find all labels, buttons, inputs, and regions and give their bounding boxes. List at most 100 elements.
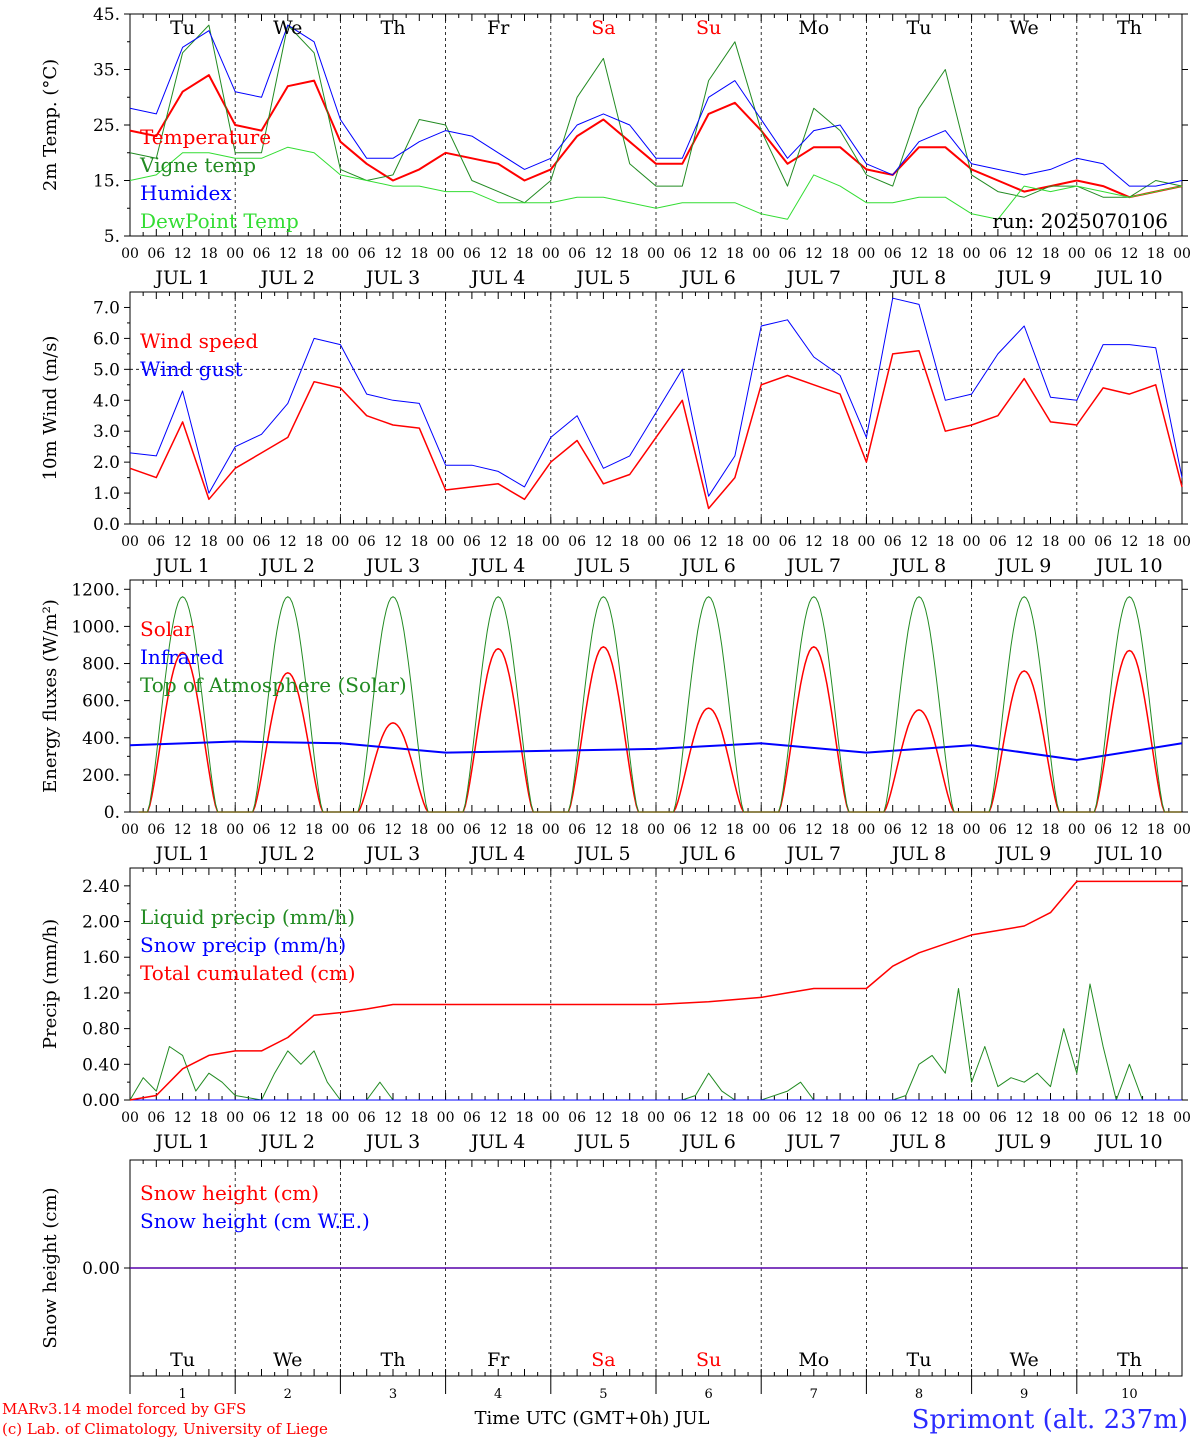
- hour-tick-label: 00: [331, 246, 349, 262]
- hour-tick-label: 18: [831, 534, 849, 550]
- hour-tick-label: 12: [1015, 246, 1033, 262]
- hour-tick-label: 12: [700, 1110, 718, 1126]
- hour-tick-label: 12: [805, 822, 823, 838]
- day-abbr-label: Tu: [170, 17, 195, 39]
- hour-tick-label: 12: [489, 822, 507, 838]
- date-label: JUL 4: [469, 267, 525, 289]
- hour-tick-label: 18: [516, 1110, 534, 1126]
- hour-tick-label: 06: [884, 822, 902, 838]
- date-label: JUL 9: [995, 843, 1051, 865]
- date-label: JUL 10: [1094, 1131, 1162, 1153]
- y-tick-label: 0.40: [82, 1055, 120, 1075]
- day-number-label: 2: [284, 1387, 292, 1402]
- hour-tick-label: 12: [594, 246, 612, 262]
- day-number-label: 8: [915, 1387, 923, 1402]
- date-label: JUL 5: [574, 843, 630, 865]
- hour-tick-label: 18: [831, 246, 849, 262]
- hour-tick-label: 06: [779, 246, 797, 262]
- hour-tick-label: 18: [200, 534, 218, 550]
- hour-tick-label: 06: [1094, 246, 1112, 262]
- legend-entry: Top of Atmosphere (Solar): [140, 673, 407, 697]
- station-label: Sprimont (alt. 237m): [912, 1405, 1188, 1435]
- day-abbr-label: We: [273, 17, 302, 39]
- hour-tick-label: 00: [857, 822, 875, 838]
- hour-tick-label: 18: [726, 246, 744, 262]
- hour-tick-label: 12: [700, 534, 718, 550]
- date-label: JUL 4: [469, 1131, 525, 1153]
- hour-tick-label: 18: [200, 822, 218, 838]
- date-label: JUL 3: [364, 267, 420, 289]
- y-axis-label: Precip (mm/h): [40, 919, 61, 1049]
- hour-tick-label: 00: [121, 822, 139, 838]
- series-line: [129, 297, 1183, 497]
- hour-tick-label: 18: [621, 246, 639, 262]
- y-tick-label: 600.: [82, 692, 120, 712]
- day-number-label: 4: [494, 1387, 502, 1402]
- hour-tick-label: 18: [410, 534, 428, 550]
- y-tick-label: 3.0: [93, 422, 120, 442]
- hour-tick-label: 18: [516, 822, 534, 838]
- hour-tick-label: 12: [174, 822, 192, 838]
- day-abbr-label: We: [273, 1349, 302, 1371]
- hour-tick-label: 00: [542, 534, 560, 550]
- date-label: JUL 6: [679, 555, 735, 577]
- hour-tick-label: 18: [621, 1110, 639, 1126]
- y-axis-label: 2m Temp. (°C): [40, 59, 61, 191]
- date-label: JUL 4: [469, 555, 525, 577]
- hour-tick-label: 06: [989, 246, 1007, 262]
- hour-tick-label: 00: [647, 534, 665, 550]
- hour-tick-label: 12: [279, 822, 297, 838]
- day-abbr-label: Fr: [487, 1349, 510, 1371]
- date-label: JUL 9: [995, 267, 1051, 289]
- day-abbr-label: Th: [1117, 1349, 1142, 1371]
- hour-tick-label: 06: [884, 1110, 902, 1126]
- hour-tick-label: 06: [147, 1110, 165, 1126]
- hour-tick-label: 12: [489, 534, 507, 550]
- date-label: JUL 8: [890, 267, 946, 289]
- legend-entry: Infrared: [140, 645, 224, 669]
- day-abbr-label: Mo: [798, 1349, 829, 1371]
- hour-tick-label: 18: [831, 1110, 849, 1126]
- day-abbr-label: We: [1010, 17, 1039, 39]
- hour-tick-label: 06: [673, 1110, 691, 1126]
- y-tick-label: 0.: [104, 803, 120, 823]
- hour-tick-label: 12: [174, 534, 192, 550]
- legend-entry: Wind gust: [140, 357, 243, 381]
- hour-tick-label: 06: [568, 822, 586, 838]
- hour-tick-label: 18: [936, 1110, 954, 1126]
- hour-tick-label: 12: [489, 246, 507, 262]
- hour-tick-label: 12: [384, 246, 402, 262]
- day-number-label: 5: [599, 1387, 607, 1402]
- hour-tick-label: 12: [700, 822, 718, 838]
- hour-tick-label: 18: [1147, 822, 1165, 838]
- hour-tick-label: 12: [279, 246, 297, 262]
- y-tick-label: 0.0: [93, 515, 120, 535]
- hour-tick-label: 00: [963, 1110, 981, 1126]
- hour-tick-label: 12: [910, 534, 928, 550]
- hour-tick-label: 18: [726, 534, 744, 550]
- hour-tick-label: 18: [1042, 822, 1060, 838]
- y-tick-label: 2.00: [82, 913, 120, 933]
- hour-tick-label: 00: [226, 1110, 244, 1126]
- hour-tick-label: 00: [121, 534, 139, 550]
- date-label: JUL 5: [574, 1131, 630, 1153]
- hour-tick-label: 00: [647, 822, 665, 838]
- hour-tick-label: 18: [936, 246, 954, 262]
- hour-tick-label: 06: [884, 246, 902, 262]
- hour-tick-label: 06: [147, 246, 165, 262]
- hour-tick-label: 12: [1015, 534, 1033, 550]
- hour-tick-label: 18: [1042, 246, 1060, 262]
- hour-tick-label: 06: [989, 822, 1007, 838]
- hour-tick-label: 06: [779, 534, 797, 550]
- day-abbr-label: Th: [381, 17, 406, 39]
- y-tick-label: 1000.: [71, 617, 120, 637]
- date-label: JUL 6: [679, 843, 735, 865]
- hour-tick-label: 12: [1120, 534, 1138, 550]
- hour-tick-label: 18: [831, 822, 849, 838]
- hour-tick-label: 06: [884, 534, 902, 550]
- hour-tick-label: 00: [226, 246, 244, 262]
- y-tick-label: 35.: [93, 61, 120, 81]
- hour-tick-label: 18: [305, 822, 323, 838]
- hour-tick-label: 12: [489, 1110, 507, 1126]
- hour-tick-label: 06: [568, 246, 586, 262]
